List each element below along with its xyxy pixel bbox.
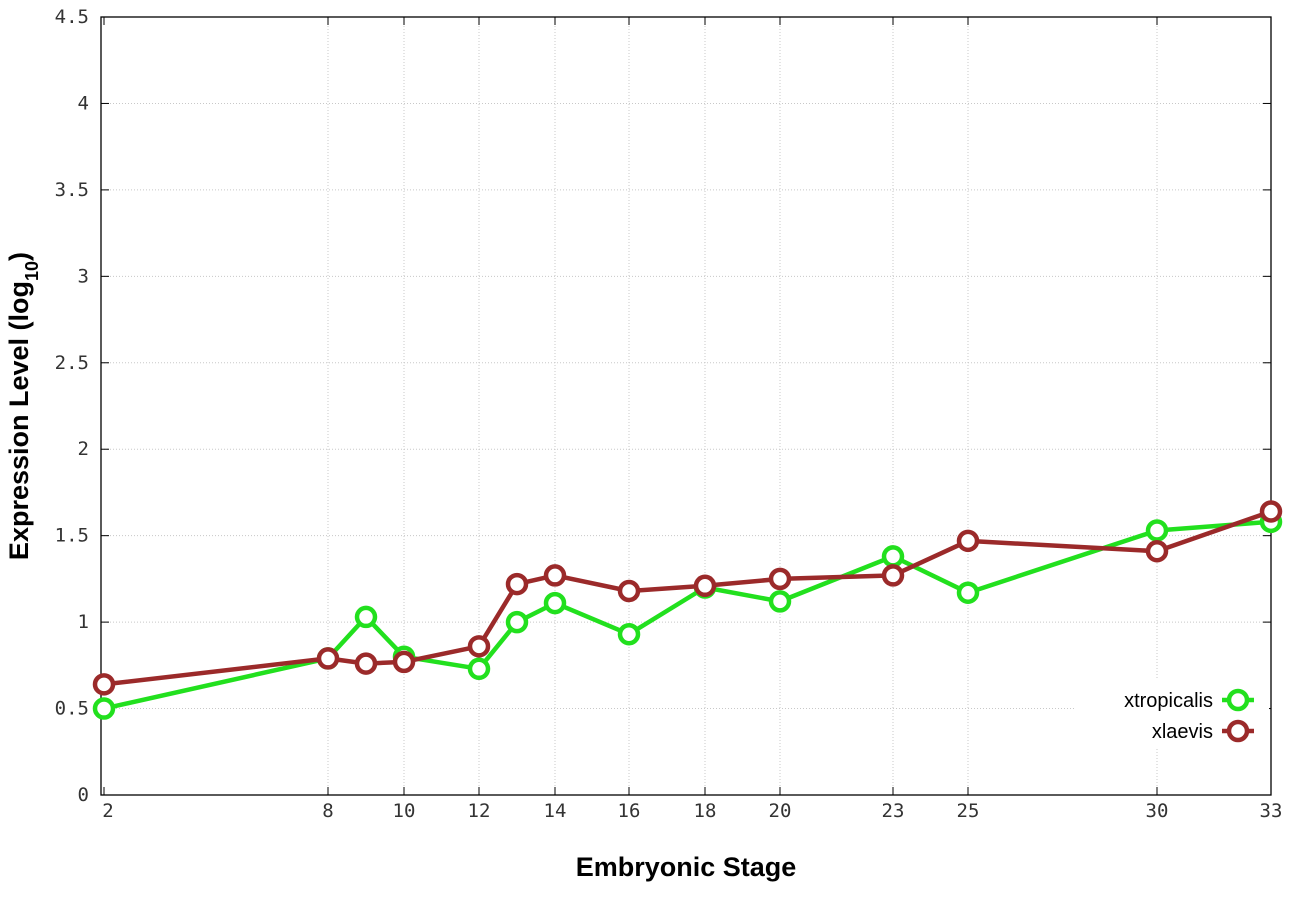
x-tick-label: 33: [1260, 800, 1283, 822]
y-axis-title-main: Expression Level (log: [4, 281, 34, 560]
data-point: [92, 697, 116, 720]
data-point: [1145, 519, 1169, 542]
data-point: [956, 581, 980, 604]
y-axis-title: Expression Level (log10): [4, 252, 42, 560]
data-point: [693, 574, 717, 598]
legend-marker: [1226, 719, 1250, 743]
x-tick-label: 23: [882, 800, 905, 822]
legend: xtropicalis xlaevis: [1075, 680, 1269, 748]
x-tick-label: 16: [618, 800, 641, 822]
data-point: [768, 590, 792, 613]
y-tick-label: 1.5: [55, 525, 89, 547]
y-axis-title-subscript: 10: [22, 261, 42, 281]
data-point: [617, 579, 641, 603]
data-point: [467, 657, 491, 681]
data-point: [768, 567, 792, 591]
plot-frame: [100, 16, 1272, 796]
data-point: [881, 545, 905, 568]
x-tick-label: 14: [544, 800, 567, 822]
data-point: [392, 650, 416, 674]
x-tick-label: 25: [957, 800, 980, 822]
data-point: [316, 647, 340, 670]
data-point: [881, 564, 905, 587]
data-point: [467, 635, 491, 658]
y-tick-label: 1: [78, 611, 89, 633]
x-tick-label: 10: [393, 800, 416, 822]
y-tick-label: 2.5: [55, 352, 89, 374]
data-point: [1145, 539, 1169, 563]
y-axis-title-close: ): [4, 252, 34, 261]
x-tick-label: 20: [769, 800, 792, 822]
x-tick-label: 18: [694, 800, 717, 822]
legend-label: xlaevis: [1152, 721, 1213, 743]
data-point: [1259, 500, 1283, 523]
legend-marker: [1226, 688, 1250, 712]
y-tick-label: 0.5: [55, 698, 89, 720]
data-point: [354, 605, 378, 629]
x-axis-title: Embryonic Stage: [576, 852, 797, 882]
data-point: [956, 529, 980, 553]
y-tick-label: 3.5: [55, 179, 89, 201]
x-tick-label: 12: [468, 800, 491, 822]
data-point: [543, 564, 567, 587]
x-tick-label: 8: [322, 800, 333, 822]
series-xlaevis: [92, 500, 1283, 696]
series-xtropicalis: [92, 510, 1283, 720]
grid-lines: [101, 17, 1271, 795]
x-tick-label: 2: [102, 800, 113, 822]
y-tick-label: 4.5: [55, 6, 89, 28]
data-point: [505, 610, 529, 634]
x-tick-label: 30: [1146, 800, 1169, 822]
data-point: [354, 652, 378, 675]
data-series: [92, 500, 1283, 720]
y-tick-label: 0: [78, 784, 89, 806]
data-point: [543, 591, 567, 615]
data-point: [505, 572, 529, 596]
y-tick-label: 4: [78, 92, 89, 114]
axis-ticks: 0 0.5 1 1.5 2 2.5 3 3.5 4 4.5 2 8 10 12 14 16 18 20 23 25 30…: [55, 6, 1283, 822]
data-point: [617, 622, 641, 646]
y-tick-label: 2: [78, 438, 89, 460]
y-tick-label: 3: [78, 265, 89, 287]
data-point: [92, 673, 116, 696]
legend-label: xtropicalis: [1124, 690, 1213, 712]
